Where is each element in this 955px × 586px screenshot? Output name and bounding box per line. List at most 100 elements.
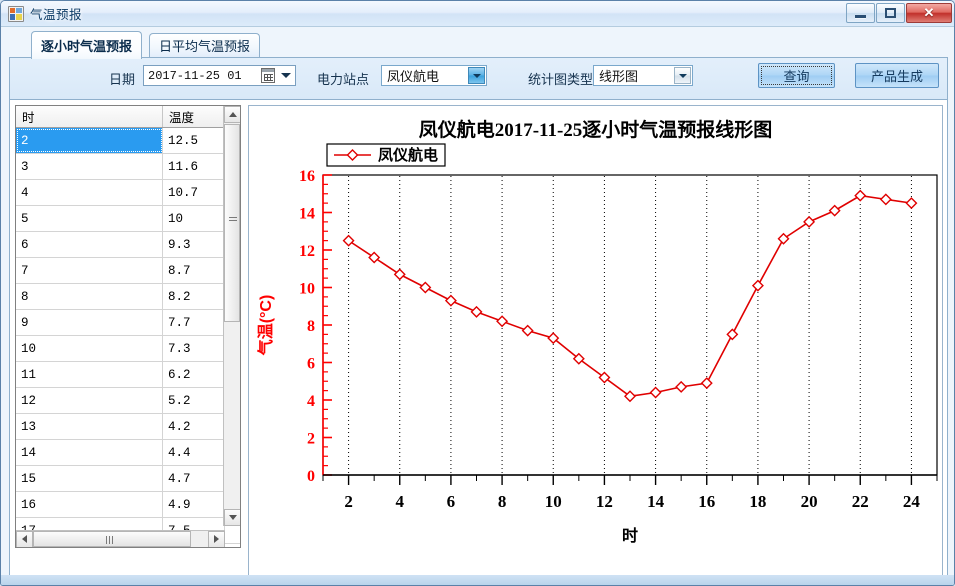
focus-outline xyxy=(761,66,832,85)
cell-hour[interactable]: 8 xyxy=(16,284,163,309)
cell-hour[interactable]: 5 xyxy=(16,206,163,231)
table-row[interactable]: 16 4.9 xyxy=(16,492,240,518)
table-row[interactable]: 9 7.7 xyxy=(16,310,240,336)
chevron-down-icon[interactable] xyxy=(468,67,485,84)
svg-text:14: 14 xyxy=(299,206,315,223)
minimize-icon xyxy=(855,15,866,18)
cell-temperature[interactable]: 6.2 xyxy=(163,362,225,387)
table-row[interactable]: 13 4.2 xyxy=(16,414,240,440)
cell-hour[interactable]: 15 xyxy=(16,466,163,491)
close-button[interactable]: ✕ xyxy=(906,3,952,23)
table-row[interactable]: 8 8.2 xyxy=(16,284,240,310)
chart-panel: 凤仪航电2017-11-25逐小时气温预报线形图 0 2 4 6 8 10 12 14 16 气温… xyxy=(248,105,943,578)
minimize-button[interactable] xyxy=(846,3,875,23)
cell-temperature[interactable]: 10 xyxy=(163,206,225,231)
table-row[interactable]: 14 4.4 xyxy=(16,440,240,466)
scroll-right-button[interactable] xyxy=(208,530,225,547)
cell-hour[interactable]: 4 xyxy=(16,180,163,205)
cell-hour[interactable]: 16 xyxy=(16,492,163,517)
tab-hourly-forecast[interactable]: 逐小时气温预报 xyxy=(31,31,143,59)
date-label: 日期 xyxy=(109,72,136,87)
svg-text:2: 2 xyxy=(344,492,353,511)
table-row[interactable]: 3 11.6 xyxy=(16,154,240,180)
cell-temperature[interactable]: 7.3 xyxy=(163,336,225,361)
table-row[interactable]: 11 6.2 xyxy=(16,362,240,388)
table-horizontal-scrollbar[interactable] xyxy=(16,530,225,547)
cell-hour[interactable]: 13 xyxy=(16,414,163,439)
station-select-value: 凤仪航电 xyxy=(387,69,440,84)
vertical-scroll-thumb[interactable] xyxy=(224,124,240,322)
cell-temperature[interactable]: 9.3 xyxy=(163,232,225,257)
cell-hour[interactable]: 10 xyxy=(16,336,163,361)
svg-text:16: 16 xyxy=(698,492,715,511)
date-input[interactable]: 2017-11-25 01 xyxy=(143,65,296,86)
cell-temperature[interactable]: 4.4 xyxy=(163,440,225,465)
chart-type-select[interactable]: 线形图 xyxy=(593,65,693,86)
cell-hour[interactable]: 11 xyxy=(16,362,163,387)
cell-hour[interactable]: 9 xyxy=(16,310,163,335)
cell-temperature[interactable]: 4.2 xyxy=(163,414,225,439)
column-header-hour[interactable]: 时 xyxy=(16,106,163,127)
horizontal-scroll-thumb[interactable] xyxy=(33,531,191,547)
table-row[interactable]: 7 8.7 xyxy=(16,258,240,284)
table-row[interactable]: 12 5.2 xyxy=(16,388,240,414)
cell-temperature[interactable]: 10.7 xyxy=(163,180,225,205)
svg-text:8: 8 xyxy=(307,318,315,335)
column-header-temperature[interactable]: 温度 xyxy=(163,106,225,127)
cell-temperature[interactable]: 8.7 xyxy=(163,258,225,283)
tab-daily-average-forecast[interactable]: 日平均气温预报 xyxy=(149,33,261,57)
chart-type-label: 统计图类型 xyxy=(528,72,594,87)
svg-text:6: 6 xyxy=(447,492,456,511)
generate-product-button[interactable]: 产品生成 xyxy=(855,63,939,88)
cell-temperature[interactable]: 5.2 xyxy=(163,388,225,413)
station-select[interactable]: 凤仪航电 xyxy=(381,65,487,86)
cell-hour[interactable]: 7 xyxy=(16,258,163,283)
window-title: 气温预报 xyxy=(30,8,83,22)
table-header: 时 温度 xyxy=(16,106,240,128)
svg-text:10: 10 xyxy=(545,492,562,511)
window-bottom-strip xyxy=(1,575,954,585)
title-bar: 气温预报 ✕ xyxy=(1,1,954,27)
scroll-down-button[interactable] xyxy=(224,509,240,526)
table-row[interactable]: 15 4.7 xyxy=(16,466,240,492)
svg-text:凤仪航电: 凤仪航电 xyxy=(378,146,438,164)
table-row[interactable]: 6 9.3 xyxy=(16,232,240,258)
svg-text:22: 22 xyxy=(852,492,869,511)
chevron-down-icon[interactable] xyxy=(674,67,691,84)
svg-text:4: 4 xyxy=(396,492,405,511)
scroll-left-button[interactable] xyxy=(16,530,33,547)
forecast-table[interactable]: 时 温度 2 12.5 3 11.6 4 10.7 5 10 6 9.3 7 8.7 8 8.2 9 7.7 1… xyxy=(15,105,241,548)
scroll-up-button[interactable] xyxy=(224,106,240,123)
cell-temperature[interactable]: 12.5 xyxy=(163,128,225,153)
cell-temperature[interactable]: 11.6 xyxy=(163,154,225,179)
client-area: 逐小时气温预报 日平均气温预报 日期 2017-11-25 01 电力站点 凤仪… xyxy=(1,27,954,585)
table-row[interactable]: 2 12.5 xyxy=(16,128,240,154)
cell-temperature[interactable]: 4.9 xyxy=(163,492,225,517)
cell-hour[interactable]: 3 xyxy=(16,154,163,179)
cell-temperature[interactable]: 8.2 xyxy=(163,284,225,309)
table-vertical-scrollbar[interactable] xyxy=(223,106,240,526)
cell-hour[interactable]: 12 xyxy=(16,388,163,413)
cell-hour[interactable]: 14 xyxy=(16,440,163,465)
filter-toolbar: 日期 2017-11-25 01 电力站点 凤仪航电 统计图类型 线形图 查询 xyxy=(9,58,948,99)
table-row[interactable]: 4 10.7 xyxy=(16,180,240,206)
tab-strip: 逐小时气温预报 日平均气温预报 xyxy=(9,31,948,59)
table-row[interactable]: 5 10 xyxy=(16,206,240,232)
svg-text:12: 12 xyxy=(596,492,613,511)
cell-hour[interactable]: 6 xyxy=(16,232,163,257)
cell-hour[interactable]: 2 xyxy=(16,128,163,153)
svg-text:14: 14 xyxy=(647,492,665,511)
chart-type-select-value: 线形图 xyxy=(599,69,639,84)
cell-temperature[interactable]: 7.7 xyxy=(163,310,225,335)
maximize-button[interactable] xyxy=(876,3,905,23)
table-row[interactable]: 10 7.3 xyxy=(16,336,240,362)
window-controls: ✕ xyxy=(846,3,952,23)
cell-temperature[interactable]: 4.7 xyxy=(163,466,225,491)
svg-text:18: 18 xyxy=(749,492,766,511)
svg-text:6: 6 xyxy=(307,356,315,373)
chevron-down-icon[interactable] xyxy=(281,73,291,78)
query-button[interactable]: 查询 xyxy=(758,63,835,88)
calendar-icon[interactable] xyxy=(261,68,275,83)
